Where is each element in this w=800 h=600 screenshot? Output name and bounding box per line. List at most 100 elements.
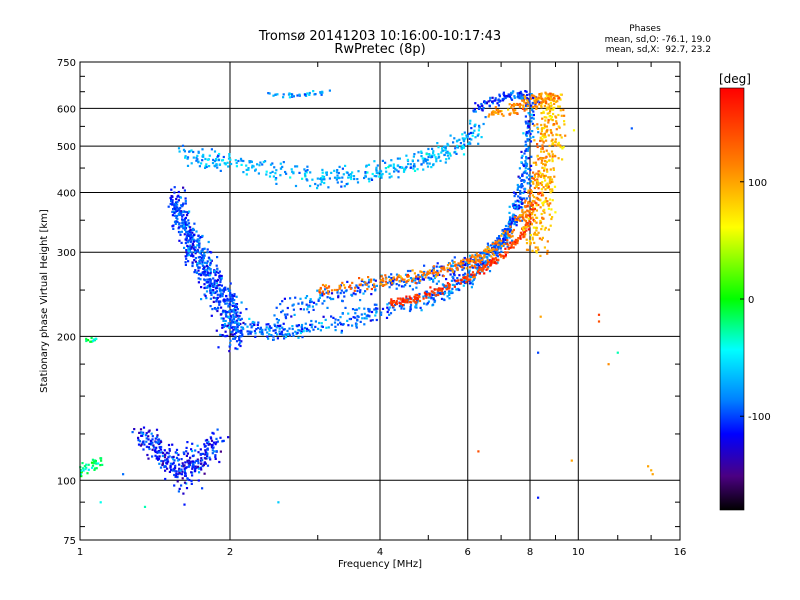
data-point — [367, 276, 370, 279]
data-point — [149, 442, 152, 445]
data-point — [427, 270, 430, 273]
data-point — [532, 226, 535, 229]
data-point — [373, 285, 376, 289]
data-point — [161, 463, 164, 467]
data-point — [232, 317, 235, 321]
data-point — [537, 198, 540, 201]
data-point — [234, 315, 237, 318]
data-point — [230, 162, 233, 166]
data-point — [514, 111, 517, 115]
data-point — [464, 264, 467, 267]
data-point — [216, 309, 219, 313]
data-point — [535, 251, 538, 254]
data-point — [337, 319, 340, 322]
data-point — [485, 249, 489, 252]
data-point — [359, 299, 362, 302]
data-point — [453, 284, 456, 287]
data-point — [548, 159, 551, 162]
plot-frame — [79, 61, 681, 541]
data-point — [472, 109, 475, 112]
data-point — [354, 293, 357, 296]
data-point — [549, 202, 552, 205]
data-point — [495, 109, 498, 112]
data-point — [432, 271, 435, 274]
data-point — [209, 264, 212, 267]
data-point — [231, 320, 234, 323]
x-tick-label: 6 — [465, 547, 471, 558]
data-point — [99, 501, 102, 504]
data-point — [491, 250, 494, 253]
data-point — [229, 282, 232, 285]
data-point — [560, 136, 563, 139]
data-point — [321, 91, 324, 94]
data-point — [533, 100, 537, 103]
data-point — [607, 363, 610, 366]
data-point — [420, 163, 423, 166]
data-point — [207, 280, 210, 283]
data-point — [151, 448, 154, 451]
data-point — [175, 208, 178, 211]
data-point — [292, 95, 295, 98]
data-point — [525, 90, 528, 93]
data-point — [389, 312, 393, 315]
data-point — [279, 167, 282, 170]
data-point — [510, 246, 513, 249]
data-point — [176, 214, 179, 218]
data-point — [554, 138, 557, 141]
data-point — [191, 261, 194, 264]
data-point — [499, 247, 502, 250]
data-point — [519, 192, 522, 195]
data-point — [422, 159, 425, 162]
data-point — [206, 158, 209, 161]
data-point — [416, 168, 419, 171]
data-point — [458, 138, 461, 141]
data-point — [411, 288, 414, 291]
data-point — [527, 225, 530, 228]
data-point — [461, 262, 465, 265]
data-point — [375, 284, 378, 287]
data-point — [188, 459, 191, 462]
data-point — [321, 292, 324, 295]
data-point — [256, 163, 259, 166]
data-point — [470, 127, 473, 130]
data-point — [350, 177, 353, 181]
data-point — [344, 164, 347, 167]
data-point — [471, 283, 474, 286]
data-point — [500, 243, 503, 246]
data-point — [534, 105, 537, 108]
data-point — [185, 454, 188, 457]
data-point — [188, 150, 191, 153]
data-point — [512, 204, 515, 207]
data-point — [222, 299, 225, 302]
data-point — [228, 154, 231, 158]
data-point — [233, 333, 236, 336]
data-point — [179, 206, 182, 210]
data-point — [456, 279, 459, 282]
data-point — [225, 315, 228, 318]
data-point — [482, 122, 485, 126]
data-point — [502, 92, 505, 96]
data-point — [469, 257, 472, 260]
data-point — [182, 148, 186, 151]
data-point — [531, 180, 534, 183]
data-point — [544, 184, 548, 187]
data-point — [438, 287, 441, 290]
data-point — [314, 325, 317, 328]
data-point — [404, 273, 408, 276]
data-point — [209, 280, 212, 284]
data-point — [528, 113, 531, 116]
data-point — [146, 453, 149, 457]
data-point — [305, 171, 308, 174]
data-point — [215, 159, 218, 162]
data-point — [490, 255, 493, 258]
data-point — [154, 454, 157, 457]
data-point — [434, 275, 437, 278]
data-point — [556, 100, 559, 103]
data-point — [514, 207, 517, 210]
data-point — [533, 219, 536, 223]
data-point — [517, 95, 520, 98]
data-point — [542, 140, 545, 143]
data-point — [226, 297, 229, 300]
data-point — [458, 288, 461, 292]
data-point — [501, 229, 504, 232]
